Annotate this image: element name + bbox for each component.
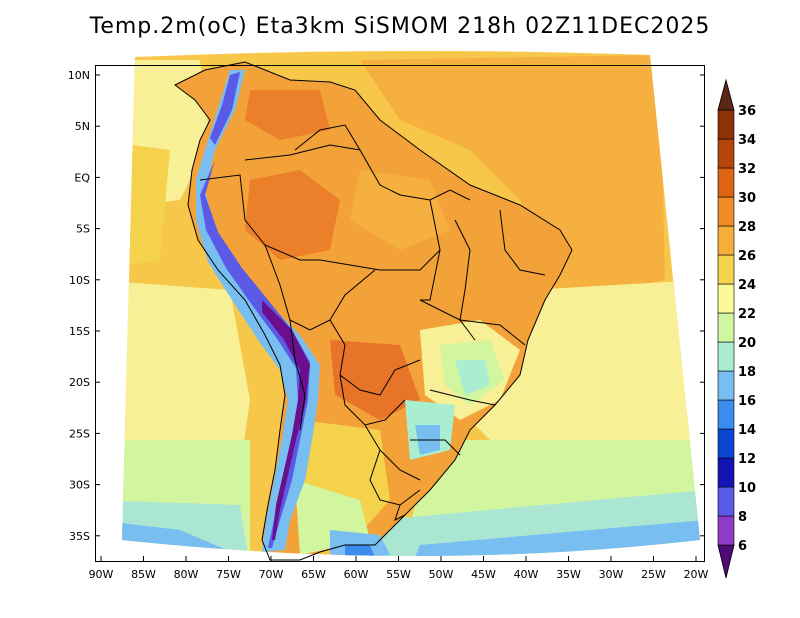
colorbar-high-arrow <box>717 78 735 111</box>
lon-label: 80W <box>174 568 199 581</box>
lon-label: 90W <box>89 568 114 581</box>
lat-label: EQ <box>74 171 90 184</box>
lon-label: 65W <box>301 568 326 581</box>
map-title: Temp.2m(oC) Eta3km SiSMOM 218h 02Z11DEC2… <box>89 14 711 39</box>
lon-label: 20W <box>684 568 709 581</box>
colorbar-label: 28 <box>738 220 756 235</box>
colorbar-label: 34 <box>738 133 756 148</box>
lon-label: 45W <box>471 568 496 581</box>
colorbar-bin <box>717 109 735 140</box>
colorbar-bin <box>717 167 735 198</box>
colorbar-bin <box>717 138 735 169</box>
lat-label: 20S <box>69 376 90 389</box>
colorbar-bin <box>717 399 735 430</box>
colorbar-bin <box>717 457 735 488</box>
colorbar-bin <box>717 254 735 285</box>
colorbar-label: 20 <box>738 336 756 351</box>
lon-label: 60W <box>344 568 369 581</box>
lat-label: 10S <box>69 274 90 287</box>
colorbar-bin <box>717 428 735 459</box>
latitude-axis: 10N 5N EQ 5S 10S 15S 20S 25S 30S 35S <box>68 69 705 543</box>
lat-label: 25S <box>69 427 90 440</box>
colorbar-label: 18 <box>738 365 756 380</box>
colorbar-label: 14 <box>738 423 756 438</box>
colorbar: 6 8 10 12 14 16 18 20 22 24 26 28 30 32 34 36 <box>717 78 756 579</box>
colorbar-low-arrow <box>717 544 735 579</box>
colorbar-label: 8 <box>738 510 747 525</box>
lon-label: 70W <box>259 568 284 581</box>
colorbar-bin <box>717 196 735 227</box>
longitude-axis: 90W 85W 80W 75W 70W 65W 60W 55W 50W 45W 40W 35W 30W 2… <box>89 556 709 581</box>
colorbar-bin <box>717 341 735 372</box>
colorbar-bin <box>717 312 735 343</box>
lon-label: 25W <box>641 568 666 581</box>
lat-label: 5S <box>76 223 90 236</box>
lon-label: 85W <box>131 568 156 581</box>
lat-label: 15S <box>69 325 90 338</box>
colorbar-label: 6 <box>738 539 747 554</box>
map-frame <box>95 65 705 562</box>
colorbar-label: 32 <box>738 162 756 177</box>
colorbar-label: 24 <box>738 278 756 293</box>
lon-label: 40W <box>514 568 539 581</box>
lat-label: 5N <box>75 120 90 133</box>
lat-label: 10N <box>68 69 90 82</box>
colorbar-bin <box>717 370 735 401</box>
colorbar-bin <box>717 283 735 314</box>
country-borders <box>174 61 573 561</box>
colorbar-label: 10 <box>738 481 756 496</box>
lon-label: 75W <box>216 568 241 581</box>
colorbar-label: 12 <box>738 452 756 467</box>
lon-label: 30W <box>599 568 624 581</box>
colorbar-bin <box>717 225 735 256</box>
colorbar-label: 16 <box>738 394 756 409</box>
lon-label: 55W <box>386 568 411 581</box>
colorbar-bin <box>717 486 735 517</box>
lon-label: 35W <box>556 568 581 581</box>
lat-label: 30S <box>69 479 90 492</box>
lon-label: 50W <box>429 568 454 581</box>
colorbar-bin <box>717 515 735 546</box>
colorbar-label: 26 <box>738 249 756 264</box>
temperature-field <box>122 50 700 556</box>
colorbar-label: 36 <box>738 104 756 119</box>
colorbar-label: 22 <box>738 307 756 322</box>
colorbar-label: 30 <box>738 191 756 206</box>
lat-label: 35S <box>69 530 90 543</box>
